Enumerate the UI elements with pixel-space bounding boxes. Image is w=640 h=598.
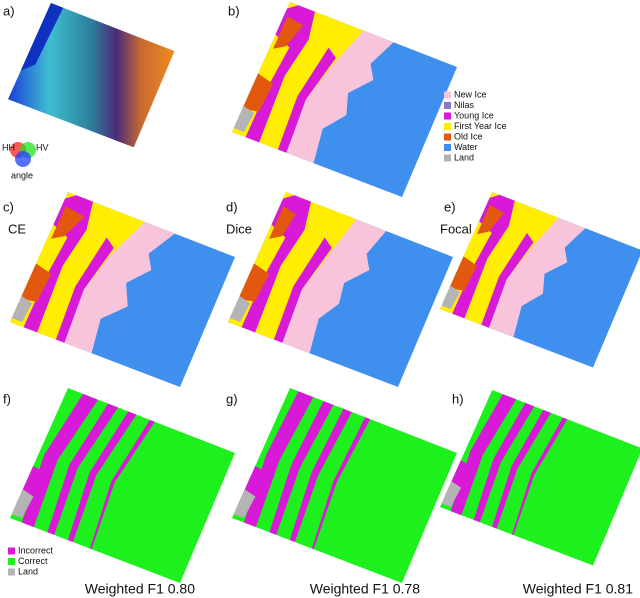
panel: [228, 192, 453, 387]
legend-swatch: [444, 91, 451, 99]
panel-label: b): [228, 3, 240, 18]
legend-label: Water: [454, 142, 478, 152]
incorrect-region: [511, 417, 568, 536]
incorrect-region: [289, 408, 352, 543]
f1-caption: Weighted F1 0.81: [523, 581, 633, 597]
young-ice-region: [23, 195, 94, 333]
incorrect-region: [47, 403, 119, 535]
method-label: Focal: [440, 221, 472, 236]
panel: [232, 2, 457, 197]
legend-swatch: [444, 133, 451, 141]
old-ice-region: [20, 263, 52, 302]
young-ice-region: [452, 194, 515, 319]
sar-region: [20, 3, 64, 71]
panel-label: f): [3, 391, 11, 406]
old-ice-region: [269, 206, 296, 239]
land-region: [441, 285, 461, 309]
panel-label: d): [226, 199, 238, 214]
young-ice-region: [277, 47, 336, 153]
legend-swatch: [444, 112, 451, 120]
legend-label: Incorrect: [18, 545, 54, 555]
sar-image: [8, 3, 175, 148]
land-region: [233, 489, 256, 518]
panel: [8, 3, 175, 148]
channel-label: HH: [2, 142, 15, 152]
young-ice-region: [55, 237, 114, 343]
young-ice-region: [481, 232, 534, 328]
legend-label: Correct: [18, 556, 48, 566]
legend-swatch: [444, 144, 451, 151]
method-label: CE: [8, 221, 26, 236]
panel-label: g): [226, 391, 238, 406]
method-label: Dice: [226, 221, 252, 236]
panel-label: c): [3, 199, 14, 214]
panel: [232, 388, 457, 583]
land-region: [441, 481, 462, 507]
old-ice-region: [242, 73, 274, 112]
legend-label: Old Ice: [454, 131, 483, 141]
land-region: [233, 106, 255, 132]
legend-swatch: [444, 102, 451, 109]
panel-label: h): [452, 391, 464, 406]
panel: [10, 388, 235, 583]
panel: [440, 192, 640, 368]
incorrect-region: [311, 417, 371, 550]
incorrect-region: [269, 401, 334, 535]
young-ice-region: [273, 237, 332, 343]
legend-swatch: [8, 568, 15, 576]
incorrect-region: [473, 402, 535, 523]
legend-label: Nilas: [454, 100, 475, 110]
legend-swatch: [444, 123, 451, 130]
incorrect-region: [492, 409, 551, 529]
channel-label: HV: [36, 142, 49, 152]
old-ice-region: [51, 206, 85, 239]
f1-caption: Weighted F1 0.78: [310, 581, 420, 597]
legend-label: Land: [18, 566, 38, 576]
panel-label: e): [444, 199, 456, 214]
old-ice-region: [273, 16, 304, 49]
legend-label: First Year Ice: [454, 121, 507, 131]
legend-label: New Ice: [454, 89, 487, 99]
legend-swatch: [8, 558, 15, 565]
incorrect-region: [67, 411, 137, 543]
legend-swatch: [8, 547, 15, 555]
panel-label: a): [3, 3, 15, 18]
old-ice-region: [476, 204, 505, 235]
color-wheel: [15, 151, 31, 167]
land-region: [11, 296, 33, 322]
f1-caption: Weighted F1 0.80: [85, 581, 195, 597]
land-region: [229, 296, 251, 322]
panel: [10, 192, 235, 387]
panel: [440, 390, 640, 566]
land-region: [11, 489, 34, 518]
old-ice-region: [238, 263, 270, 302]
legend-swatch: [444, 154, 451, 162]
legend-label: Young Ice: [454, 110, 494, 120]
legend-label: Land: [454, 152, 474, 162]
young-ice-region: [241, 195, 312, 333]
old-ice-region: [449, 256, 478, 291]
young-ice-region: [245, 5, 316, 143]
channel-label: angle: [11, 170, 33, 180]
